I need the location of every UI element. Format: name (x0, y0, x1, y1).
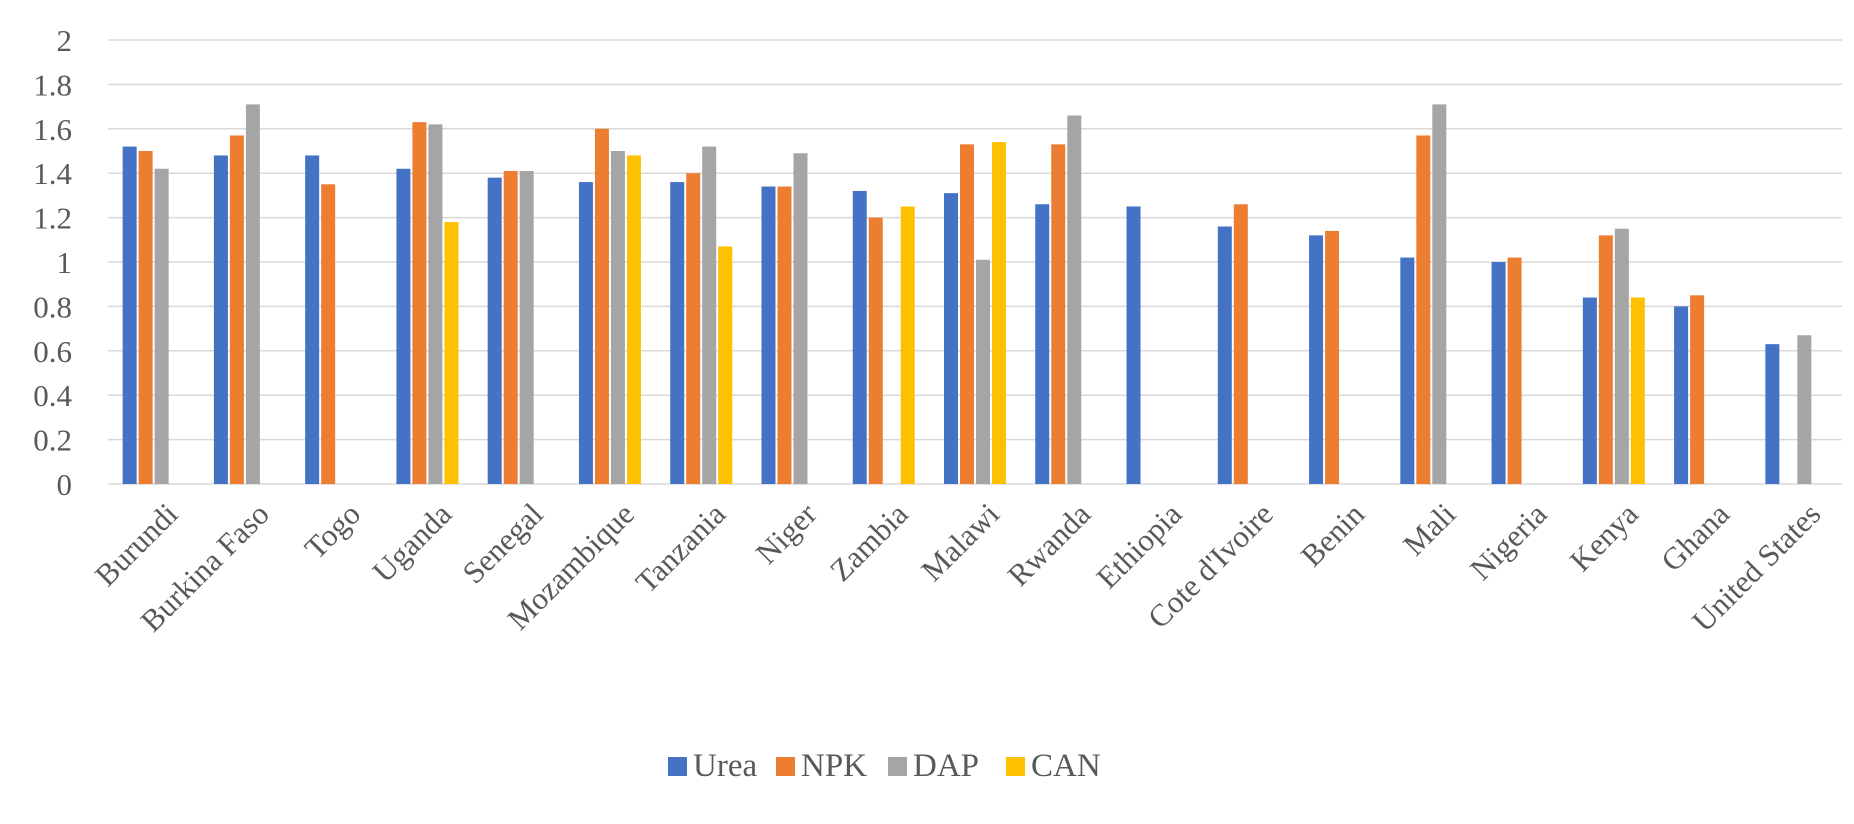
legend-swatch-urea (668, 757, 687, 776)
y-tick-label: 0.2 (33, 423, 72, 458)
bar-dap-rwanda (1067, 115, 1082, 484)
bar-urea-ethiopia (1126, 206, 1141, 484)
y-tick-label: 1.4 (33, 156, 72, 191)
bar-npk-burundi (138, 151, 153, 484)
bar-npk-nigeria (1507, 257, 1522, 484)
bar-urea-benin (1309, 235, 1324, 484)
legend-swatch-npk (776, 757, 795, 776)
bar-npk-senegal (503, 170, 518, 485)
y-tick-label: 0 (57, 467, 73, 502)
x-category-label: Nigeria (1463, 496, 1554, 587)
bar-urea-kenya (1582, 297, 1597, 484)
bar-urea-burundi (122, 146, 137, 484)
bar-urea-togo (305, 155, 320, 484)
y-tick-label: 0.6 (33, 334, 72, 369)
bar-npk-burkina-faso (229, 135, 244, 484)
bar-urea-mali (1400, 257, 1415, 484)
bar-dap-niger (793, 153, 808, 484)
x-category-label: Zambia (823, 496, 915, 588)
bar-can-uganda (444, 222, 459, 485)
bar-npk-benin (1325, 230, 1340, 484)
y-tick-label: 1.6 (33, 112, 72, 147)
bar-urea-burkina-faso (213, 155, 228, 484)
bar-urea-uganda (396, 168, 411, 484)
bar-dap-burundi (154, 168, 169, 484)
bar-urea-malawi (944, 193, 958, 484)
y-tick-label: 0.8 (33, 289, 72, 324)
bar-dap-mozambique (610, 151, 625, 484)
bar-urea-ghana (1674, 306, 1689, 484)
legend-swatch-dap (888, 757, 907, 776)
bar-dap-burkina-faso (245, 104, 260, 484)
bar-npk-niger (777, 186, 792, 484)
bar-dap-united-states (1797, 335, 1812, 484)
bar-npk-mali (1416, 135, 1431, 484)
bar-dap-kenya (1614, 228, 1629, 484)
bar-urea-cote-d-ivoire (1217, 226, 1232, 485)
bar-can-mozambique (626, 155, 641, 484)
y-tick-label: 2 (57, 23, 73, 58)
bar-dap-uganda (428, 124, 443, 485)
x-category-label: Malawi (914, 496, 1006, 588)
x-category-label: Benin (1294, 496, 1371, 573)
bar-npk-togo (321, 184, 336, 485)
x-category-label: Togo (298, 496, 367, 565)
x-category-label: Mali (1396, 496, 1462, 562)
x-category-label: Uganda (365, 496, 458, 589)
y-tick-label: 1.2 (33, 201, 72, 236)
bar-dap-senegal (519, 170, 534, 485)
bar-urea-zambia (852, 190, 867, 484)
y-tick-label: 1.8 (33, 67, 72, 102)
bar-npk-cote-d-ivoire (1233, 204, 1248, 484)
y-axis-ticks: 0 0.2 0.4 0.6 0.8 1 1.2 1.4 1.6 1.8 2 (33, 23, 72, 502)
y-tick-label: 0.4 (33, 378, 72, 413)
bar-urea-senegal (487, 177, 502, 484)
bar-urea-rwanda (1035, 204, 1050, 484)
bars (122, 104, 1812, 485)
bar-urea-united-states (1765, 344, 1780, 484)
bar-urea-mozambique (578, 182, 593, 484)
bar-urea-nigeria (1491, 262, 1506, 484)
legend: Urea NPK DAP CAN (668, 748, 1101, 784)
bar-npk-tanzania (686, 173, 701, 484)
bar-dap-mali (1432, 104, 1447, 484)
bar-npk-kenya (1598, 235, 1613, 484)
legend-label-npk: NPK (801, 748, 867, 784)
bar-dap-tanzania (702, 146, 717, 484)
y-tick-label: 1 (57, 245, 73, 280)
bar-urea-niger (761, 186, 776, 484)
bar-can-tanzania (718, 246, 733, 484)
gridlines (108, 39, 1842, 485)
x-category-label: Niger (749, 496, 824, 571)
bar-npk-malawi (960, 144, 974, 484)
bar-can-malawi (992, 142, 1006, 484)
x-category-label: Tanzania (629, 496, 733, 600)
x-category-label: Kenya (1563, 496, 1645, 578)
bar-npk-rwanda (1051, 144, 1066, 484)
x-category-label: Ghana (1654, 496, 1736, 578)
bar-npk-uganda (412, 122, 427, 484)
bar-npk-mozambique (594, 128, 609, 485)
bar-can-zambia (900, 206, 915, 484)
legend-label-dap: DAP (913, 748, 979, 784)
bar-dap-malawi (976, 259, 990, 484)
bar-npk-ghana (1690, 295, 1705, 484)
legend-label-urea: Urea (693, 748, 757, 784)
legend-label-can: CAN (1031, 748, 1101, 784)
x-category-label: Rwanda (1001, 496, 1098, 593)
bar-npk-zambia (868, 217, 883, 484)
legend-swatch-can (1006, 757, 1025, 776)
bar-can-kenya (1630, 297, 1645, 484)
bar-urea-tanzania (670, 182, 685, 484)
